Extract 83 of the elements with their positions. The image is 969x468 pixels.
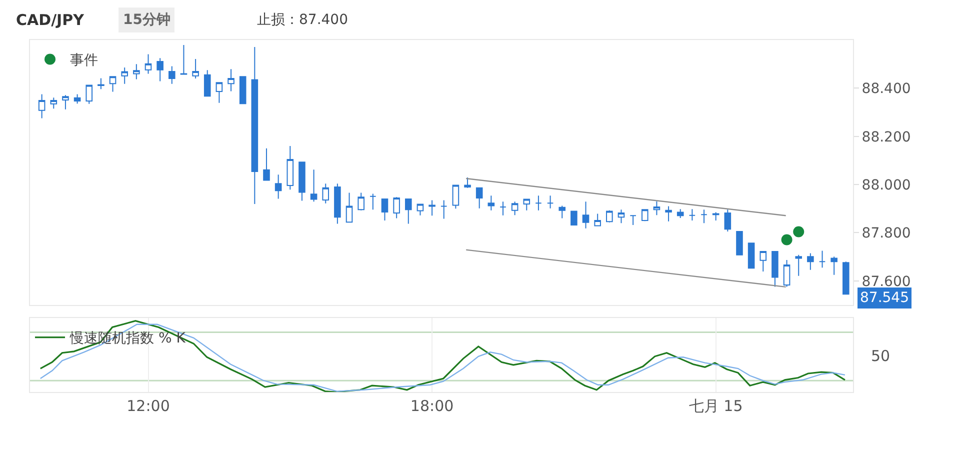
candlestick [428,200,436,216]
candlestick [736,231,743,256]
text: 止损：87.400 [257,12,348,28]
candlestick [440,200,448,220]
candlestick [310,169,318,202]
candlestick [594,213,601,226]
text: 50 [871,347,890,365]
candlestick [86,84,93,104]
candlestick [144,54,152,74]
candlestick [546,195,554,209]
candlestick [346,192,353,223]
candlestick [62,94,69,110]
candlestick [558,205,566,219]
candlestick [676,208,684,219]
candlestick [665,206,672,222]
x-tick-label: 七月 15 [688,397,743,415]
candlestick [216,82,223,104]
y-tick-label: 88.000 [862,177,911,194]
candlestick [842,261,850,295]
y-tick-label: 87.800 [862,226,911,242]
candlestick [334,183,341,224]
candlestick [263,148,270,181]
candlestick [322,183,330,204]
candlestick [464,177,471,188]
candlestick [168,66,176,84]
candlestick [50,97,58,110]
chart-title: CAD/JPY [16,11,86,29]
candlestick [760,251,767,272]
candlestick [286,146,294,190]
candlestick [98,78,104,90]
candlestick [606,210,613,223]
x-tick-label: 18:00 [410,397,454,415]
candlestick [393,196,400,219]
candlestick [582,201,590,229]
candlestick [500,201,506,216]
text: 87.545 [860,290,909,306]
candlestick [641,208,648,222]
candlestick [535,195,542,211]
candlestick [74,94,81,104]
candlestick [109,76,116,92]
candlestick [830,256,838,276]
candlestick [511,201,518,216]
candlestick [630,214,636,226]
candlestick [204,70,211,98]
candlestick [570,210,578,226]
legend-label: 事件 [70,52,98,69]
candlestick [156,58,164,82]
candlestick [192,58,199,80]
candlestick [748,242,755,269]
candlestick [452,184,460,210]
candlestick [228,68,234,92]
candlestick [807,252,814,270]
candlestick [358,192,364,211]
candlestick [772,251,778,288]
candlestick [180,44,188,75]
candlestick [618,209,625,224]
candlestick [783,259,790,288]
candlestick [121,66,128,84]
candlestick [724,209,732,232]
candlestick [133,64,140,80]
y-tick-label: 87.600 [862,274,911,290]
candlestick [653,200,660,216]
candlestick [381,198,388,221]
candlestick [795,254,802,276]
candlestick [688,208,696,221]
candlestick [404,198,412,224]
candlestick [818,250,826,268]
candlestick [476,187,483,209]
candlestick [523,198,530,211]
candlestick [700,209,708,224]
candlestick [298,162,306,202]
candlestick [416,204,424,216]
candlestick [38,94,46,119]
candlestick [239,76,246,104]
y-tick-label: 88.200 [862,129,911,146]
candlestick [274,174,282,200]
x-tick-label: 12:00 [126,397,170,415]
chart-subtitle: 15分钟 [123,12,170,28]
candlestick [488,195,495,211]
y-tick-label: 88.400 [862,81,911,98]
candlestick [370,193,376,210]
candlestick [712,212,720,221]
candlestick [251,46,258,205]
